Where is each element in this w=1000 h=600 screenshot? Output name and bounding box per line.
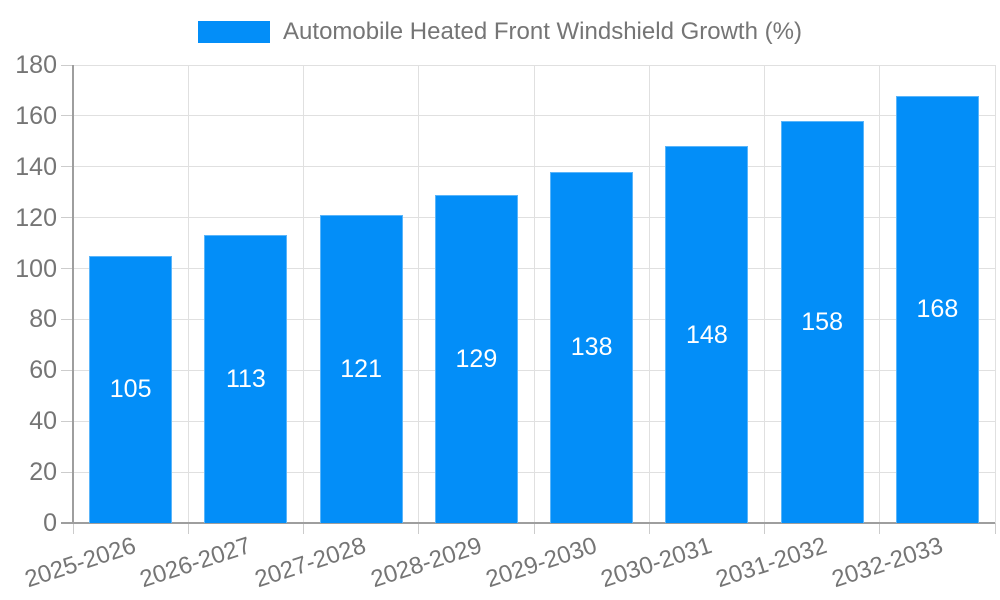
y-axis-tick xyxy=(61,369,73,371)
x-axis-tick xyxy=(303,523,304,534)
plot-area: 0 20 40 60 80 100 120 140 160 180 105 2025-2026 113 2… xyxy=(15,51,996,593)
bar-value-label: 129 xyxy=(455,344,498,373)
x-axis-tick xyxy=(648,523,650,534)
y-tick-label: 120 xyxy=(15,203,57,232)
bar: 168 xyxy=(895,95,979,523)
vertical-gridline xyxy=(879,65,881,523)
vertical-gridline xyxy=(303,65,304,523)
x-category-label: 2031-2032 xyxy=(712,532,831,594)
y-tick-label: 0 xyxy=(43,509,57,537)
y-tick-label: 100 xyxy=(15,254,57,283)
y-tick-label: 80 xyxy=(29,305,57,334)
x-axis-tick xyxy=(418,523,420,534)
x-axis-tick xyxy=(879,523,881,534)
y-axis-tick xyxy=(61,64,73,66)
y-axis-tick xyxy=(61,471,73,473)
x-category-label: 2029-2030 xyxy=(482,532,600,594)
vertical-gridline xyxy=(648,65,650,523)
bar: 105 xyxy=(89,255,173,523)
y-axis-tick xyxy=(61,115,73,117)
x-category-label: 2025-2026 xyxy=(21,532,139,594)
y-tick-label: 40 xyxy=(29,407,57,436)
bar-value-label: 158 xyxy=(801,307,843,336)
y-tick-label: 140 xyxy=(15,152,57,181)
bar-value-label: 148 xyxy=(686,320,728,349)
y-tick-label: 160 xyxy=(15,101,57,130)
x-axis-tick xyxy=(764,523,765,534)
bar-value-label: 105 xyxy=(109,375,152,404)
vertical-gridline xyxy=(187,65,189,523)
y-axis-tick xyxy=(61,217,73,219)
x-axis-tick xyxy=(72,523,74,534)
bar: 113 xyxy=(204,235,288,523)
bar: 148 xyxy=(665,146,749,523)
x-category-label: 2030-2031 xyxy=(597,532,716,594)
y-tick-label: 180 xyxy=(15,51,57,79)
bar-value-label: 168 xyxy=(916,295,959,324)
x-axis-line xyxy=(61,522,995,524)
legend-swatch-icon xyxy=(198,21,271,43)
bar: 121 xyxy=(319,215,403,523)
y-axis-tick xyxy=(61,420,73,422)
bar-value-label: 113 xyxy=(225,365,266,394)
x-category-label: 2028-2029 xyxy=(367,532,485,594)
legend-label: Automobile Heated Front Windshield Growt… xyxy=(283,18,802,45)
x-category-label: 2027-2028 xyxy=(251,532,370,594)
bar: 158 xyxy=(780,120,864,523)
vertical-gridline xyxy=(764,65,765,523)
vertical-gridline xyxy=(533,65,535,523)
x-axis-tick xyxy=(994,523,996,534)
y-axis-tick xyxy=(61,268,73,270)
bar: 138 xyxy=(550,171,634,523)
y-axis-tick xyxy=(61,318,73,320)
vertical-gridline xyxy=(994,65,996,523)
y-tick-label: 20 xyxy=(29,458,57,487)
x-category-label: 2026-2027 xyxy=(136,532,255,594)
x-axis-tick xyxy=(533,523,535,534)
vertical-gridline xyxy=(418,65,420,523)
x-axis-tick xyxy=(187,523,189,534)
x-category-label: 2032-2033 xyxy=(828,532,946,594)
y-axis-line xyxy=(72,65,74,523)
y-axis-tick xyxy=(61,166,73,168)
y-tick-label: 60 xyxy=(29,356,57,385)
bar-value-label: 138 xyxy=(570,333,613,362)
bar: 129 xyxy=(434,194,518,523)
bar-value-label: 121 xyxy=(340,355,382,384)
chart-legend: Automobile Heated Front Windshield Growt… xyxy=(0,18,1000,46)
